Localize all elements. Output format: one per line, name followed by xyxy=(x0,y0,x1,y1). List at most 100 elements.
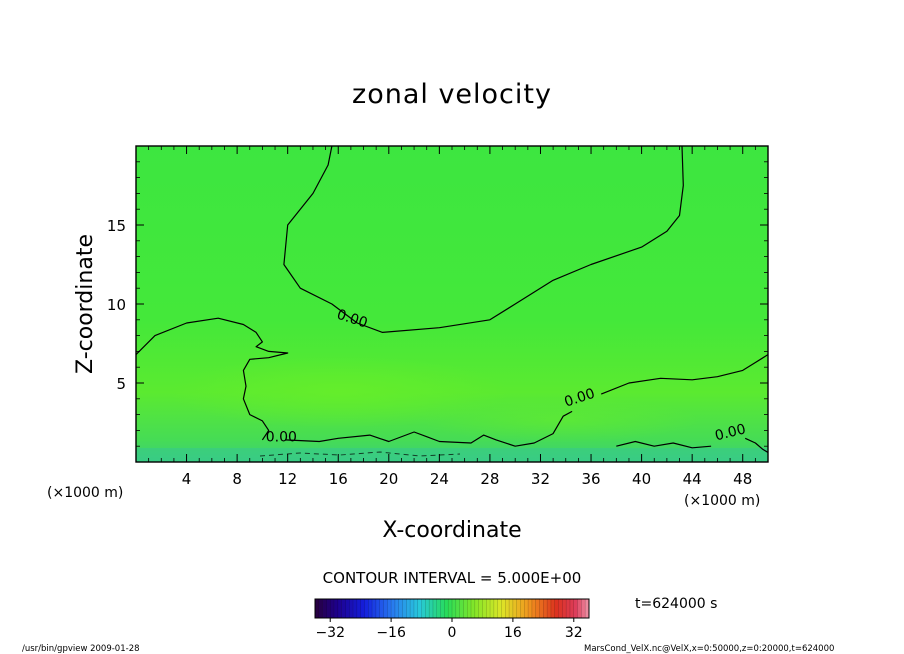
colorbar-cell xyxy=(455,599,460,618)
colorbar-cell xyxy=(432,599,438,618)
colorbar-cell xyxy=(322,599,327,618)
colorbar-cell xyxy=(452,599,457,618)
x-tick-label: 12 xyxy=(278,470,297,488)
colorbar-cell xyxy=(353,599,358,618)
colorbar-cell xyxy=(554,599,559,618)
colorbar-cell xyxy=(330,599,335,618)
colorbar-cell xyxy=(577,599,582,618)
colorbar-tick-label: −16 xyxy=(376,625,406,641)
colorbar-cell xyxy=(440,599,445,618)
colorbar-cell xyxy=(573,599,578,618)
colorbar-cell xyxy=(463,599,468,618)
chart-title: zonal velocity xyxy=(352,79,552,110)
x-unit-right: (×1000 m) xyxy=(684,493,760,509)
colorbar-cell xyxy=(482,599,487,618)
colorbar-tick-label: 0 xyxy=(448,625,457,641)
colorbar-cell xyxy=(444,599,449,618)
colorbar-cell xyxy=(379,599,384,618)
x-tick-label: 28 xyxy=(480,470,499,488)
colorbar-cell xyxy=(509,599,514,618)
plot-area xyxy=(136,146,768,462)
zero-contour-line xyxy=(136,317,289,441)
x-tick-label: 44 xyxy=(683,470,702,488)
colorbar-cell xyxy=(493,599,498,618)
colorbar-cell xyxy=(558,599,563,618)
colorbar-cell xyxy=(566,599,571,618)
y-tick-label: 5 xyxy=(116,375,126,393)
y-ticks: 5 10 15 xyxy=(107,161,768,447)
colorbar-cell xyxy=(459,599,464,618)
contour-interval: CONTOUR INTERVAL = 5.000E+00 xyxy=(323,569,582,587)
x-tick-label: 36 xyxy=(581,470,600,488)
colorbar-cell xyxy=(562,599,567,618)
colorbar-cell xyxy=(512,599,517,618)
colorbar-cell xyxy=(429,599,434,618)
x-tick-label: 16 xyxy=(329,470,348,488)
negative-dashed-contour xyxy=(259,451,461,457)
x-tick-label: 20 xyxy=(379,470,398,488)
colorbar-cell xyxy=(528,599,533,618)
footer-left: /usr/bin/gpview 2009-01-28 xyxy=(22,644,140,654)
x-ticks: 4 8 12 16 20 24 28 32 36 40 44 48 xyxy=(148,146,756,488)
colorbar-cell xyxy=(581,599,586,618)
colorbar-cell xyxy=(402,599,407,618)
x-tick-label: 32 xyxy=(531,470,550,488)
colorbar-cell xyxy=(569,599,575,618)
footer-right: MarsCond_VelX.nc@VelX,x=0:50000,z=0:2000… xyxy=(584,644,834,654)
colorbar-cell xyxy=(501,599,506,618)
colorbar-cell xyxy=(413,599,419,618)
colorbar-cell xyxy=(421,599,426,618)
colorbar-cell xyxy=(387,599,392,618)
colorbar-cell xyxy=(368,599,373,618)
colorbar-cell xyxy=(410,599,415,618)
x-tick-label: 8 xyxy=(232,470,242,488)
colorbar-cell xyxy=(448,599,453,618)
zero-contour-line xyxy=(600,354,768,395)
colorbar xyxy=(314,599,590,618)
colorbar-cell xyxy=(383,599,388,618)
x-tick-label: 40 xyxy=(632,470,651,488)
x-unit-left: (×1000 m) xyxy=(47,485,123,501)
x-axis-title: X-coordinate xyxy=(382,518,521,543)
colorbar-cell xyxy=(535,599,540,618)
colorbar-cell xyxy=(474,599,479,618)
colorbar-tick-label: −32 xyxy=(315,625,345,641)
colorbar-cell xyxy=(356,599,361,618)
colorbar-cell xyxy=(550,599,556,618)
colorbar-cell xyxy=(394,599,400,618)
colorbar-tick-label: 16 xyxy=(504,625,522,641)
contour-label: 0.00 xyxy=(713,421,747,444)
colorbar-cell xyxy=(318,599,323,618)
colorbar-cell xyxy=(337,599,342,618)
zero-contours xyxy=(136,146,768,454)
colorbar-cell xyxy=(315,599,320,618)
colorbar-cell xyxy=(345,599,350,618)
colorbar-cell xyxy=(486,599,491,618)
colorbar-cell xyxy=(520,599,525,618)
zero-contour-line xyxy=(285,410,573,447)
y-axis-title: Z-coordinate xyxy=(73,234,98,374)
x-tick-label: 48 xyxy=(733,470,752,488)
colorbar-cell xyxy=(467,599,472,618)
zero-contour-line xyxy=(283,146,684,333)
colorbar-cell xyxy=(490,599,495,618)
colorbar-cell xyxy=(398,599,403,618)
colorbar-cell xyxy=(505,599,510,618)
colorbar-tick-label: 32 xyxy=(565,625,583,641)
y-tick-label: 15 xyxy=(107,217,126,235)
x-tick-label: 4 xyxy=(182,470,192,488)
colorbar-cell xyxy=(360,599,365,618)
colorbar-cell xyxy=(471,599,476,618)
time-label: t=624000 s xyxy=(635,596,717,612)
colorbar-cell xyxy=(478,599,483,618)
bottom-cool-band xyxy=(136,448,768,462)
y-tick-label: 10 xyxy=(107,296,126,314)
zero-contour-line xyxy=(616,440,712,449)
colorbar-ticks: −32 −16 0 16 32 xyxy=(315,618,583,641)
warm-region xyxy=(170,356,510,428)
colorbar-cell xyxy=(425,599,430,618)
colorbar-cell xyxy=(516,599,521,618)
colorbar-cell xyxy=(547,599,552,618)
colorbar-cell xyxy=(585,599,590,618)
